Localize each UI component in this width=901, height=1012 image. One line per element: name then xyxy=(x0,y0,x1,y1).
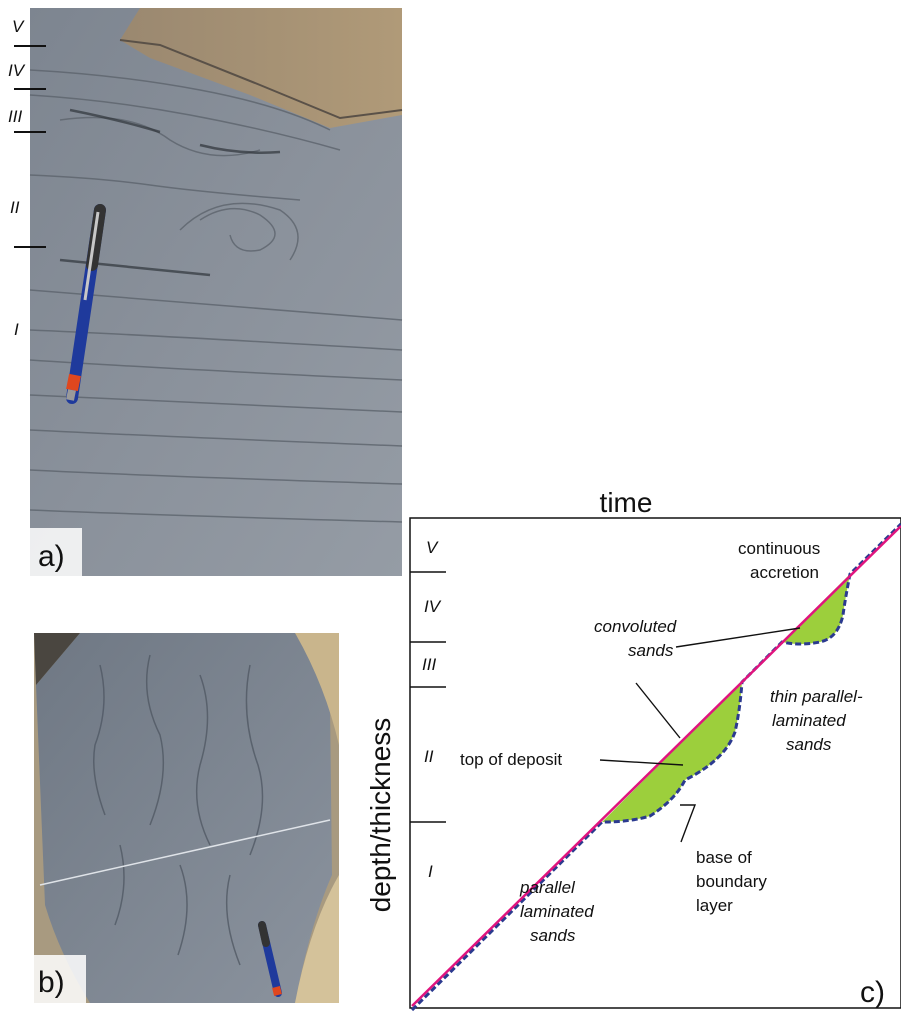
unit-label-ii: II xyxy=(10,198,20,217)
unit-label-iv: IV xyxy=(8,61,26,80)
leader-lines xyxy=(599,627,801,843)
upper-sandstone-bed xyxy=(120,8,402,128)
panel-letter-c: c) xyxy=(860,976,885,1009)
pen-scale-b xyxy=(258,921,282,997)
label-parallel: parallel xyxy=(519,878,576,897)
label-continuous: continuous xyxy=(738,539,820,558)
panel-letter-b: b) xyxy=(38,966,65,999)
label-base-of: base of xyxy=(696,848,752,867)
y-axis-title: depth/thickness xyxy=(365,718,396,913)
label-parallel-sands: sands xyxy=(530,926,576,945)
unit-c-iii: III xyxy=(422,655,436,674)
laminations xyxy=(29,69,403,523)
pen-scale xyxy=(66,204,106,404)
unit-boundaries-c xyxy=(410,571,446,823)
label-thin-parallel: thin parallel- xyxy=(770,687,863,706)
label-thin-sands: sands xyxy=(786,735,832,754)
label-convoluted: convoluted xyxy=(594,617,677,636)
base-of-boundary-layer-line xyxy=(410,522,901,1012)
bedding-plane xyxy=(36,633,332,1003)
label-layer: layer xyxy=(696,896,733,915)
unit-c-iv: IV xyxy=(424,597,442,616)
label-accretion: accretion xyxy=(750,563,819,582)
unit-label-i: I xyxy=(14,320,19,339)
label-boundary: boundary xyxy=(696,872,767,891)
unit-boundaries xyxy=(14,45,46,248)
top-of-deposit-line xyxy=(411,525,901,1007)
x-axis-title: time xyxy=(600,487,653,518)
label-top-of-deposit: top of deposit xyxy=(460,750,562,769)
unit-label-v: V xyxy=(12,17,25,36)
unit-label-iii: III xyxy=(8,107,22,126)
panel-letter-a: a) xyxy=(38,540,65,573)
unit-c-v: V xyxy=(426,538,439,557)
accretion-diagram: time depth/thickness V IV III II I conti… xyxy=(365,487,901,1012)
outcrop-photo-a: V IV III II I a) xyxy=(8,8,403,576)
unit-c-ii: II xyxy=(424,747,434,766)
outcrop-photo-b: b) xyxy=(34,633,339,1003)
unit-c-i: I xyxy=(428,862,433,881)
label-thin-laminated: laminated xyxy=(772,711,846,730)
label-parallel-laminated: laminated xyxy=(520,902,594,921)
label-convoluted-sands: sands xyxy=(628,641,674,660)
flute-marks xyxy=(93,654,264,966)
